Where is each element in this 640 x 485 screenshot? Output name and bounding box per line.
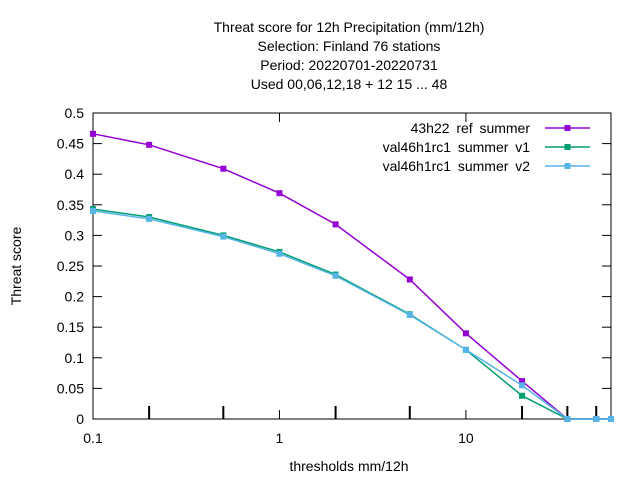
data-point: [220, 165, 227, 172]
chart-title: Threat score for 12h Precipitation (mm/1…: [214, 19, 485, 92]
title-line: Selection: Finland 76 stations: [258, 38, 441, 54]
data-point: [90, 207, 96, 214]
y-tick-label: 0.5: [65, 105, 85, 121]
x-tick-label: 10: [458, 430, 474, 446]
data-point: [220, 233, 227, 240]
data-point: [332, 221, 339, 228]
series-line: [92, 133, 611, 420]
data-point: [146, 141, 153, 148]
title-line: Period: 20220701-20220731: [260, 57, 438, 73]
x-axis-label: thresholds mm/12h: [289, 458, 408, 474]
data-point: [146, 215, 153, 222]
legend-swatch-marker: [564, 163, 571, 169]
y-tick-label: 0.05: [57, 380, 84, 396]
data-point: [276, 190, 283, 197]
data-point: [406, 276, 413, 283]
axis-ticks: 0 0.05 0.1 0.15 0.2 0.25 0.3 0.35 0.4 0.45 0.5 0.1 1…: [57, 105, 611, 446]
data-point: [462, 330, 469, 337]
y-tick-label: 0.35: [57, 197, 84, 213]
data-point: [519, 378, 526, 385]
data-point: [564, 416, 571, 422]
legend-label: val46h1rc1 summer v2: [383, 158, 531, 179]
data-point: [462, 346, 469, 353]
y-tick-label: 0.2: [65, 289, 85, 305]
title-line: Threat score for 12h Precipitation (mm/1…: [214, 19, 485, 35]
data-point: [276, 250, 283, 257]
data-point: [332, 272, 339, 279]
x-tick-label: 0.1: [83, 430, 103, 446]
y-axis-label: Threat score: [8, 226, 24, 305]
data-point: [406, 311, 413, 318]
y-tick-label: 0.45: [57, 136, 84, 152]
legend-swatch-marker: [564, 144, 571, 150]
data-point: [593, 416, 600, 422]
y-tick-label: 0.25: [57, 258, 84, 274]
y-tick-label: 0.4: [65, 166, 85, 182]
title-line: Used 00,06,12,18 + 12 15 ... 48: [251, 76, 448, 92]
legend-swatch-marker: [564, 125, 571, 131]
legend-label: val46h1rc1 summer v1: [383, 139, 531, 160]
series-line: [92, 210, 611, 420]
y-tick-label: 0: [76, 411, 84, 427]
data-point: [90, 130, 96, 137]
y-tick-label: 0.15: [57, 319, 84, 335]
data-point: [519, 392, 526, 399]
series-line: [92, 208, 611, 420]
y-tick-label: 0.3: [65, 227, 85, 243]
series-lines: [90, 130, 614, 422]
y-tick-label: 0.1: [65, 350, 85, 366]
data-point: [608, 416, 614, 422]
plot-frame: [92, 112, 612, 420]
legend-label: 43h22 ref summer: [411, 120, 531, 141]
data-point: [519, 382, 526, 389]
x-tick-label: 1: [276, 430, 284, 446]
